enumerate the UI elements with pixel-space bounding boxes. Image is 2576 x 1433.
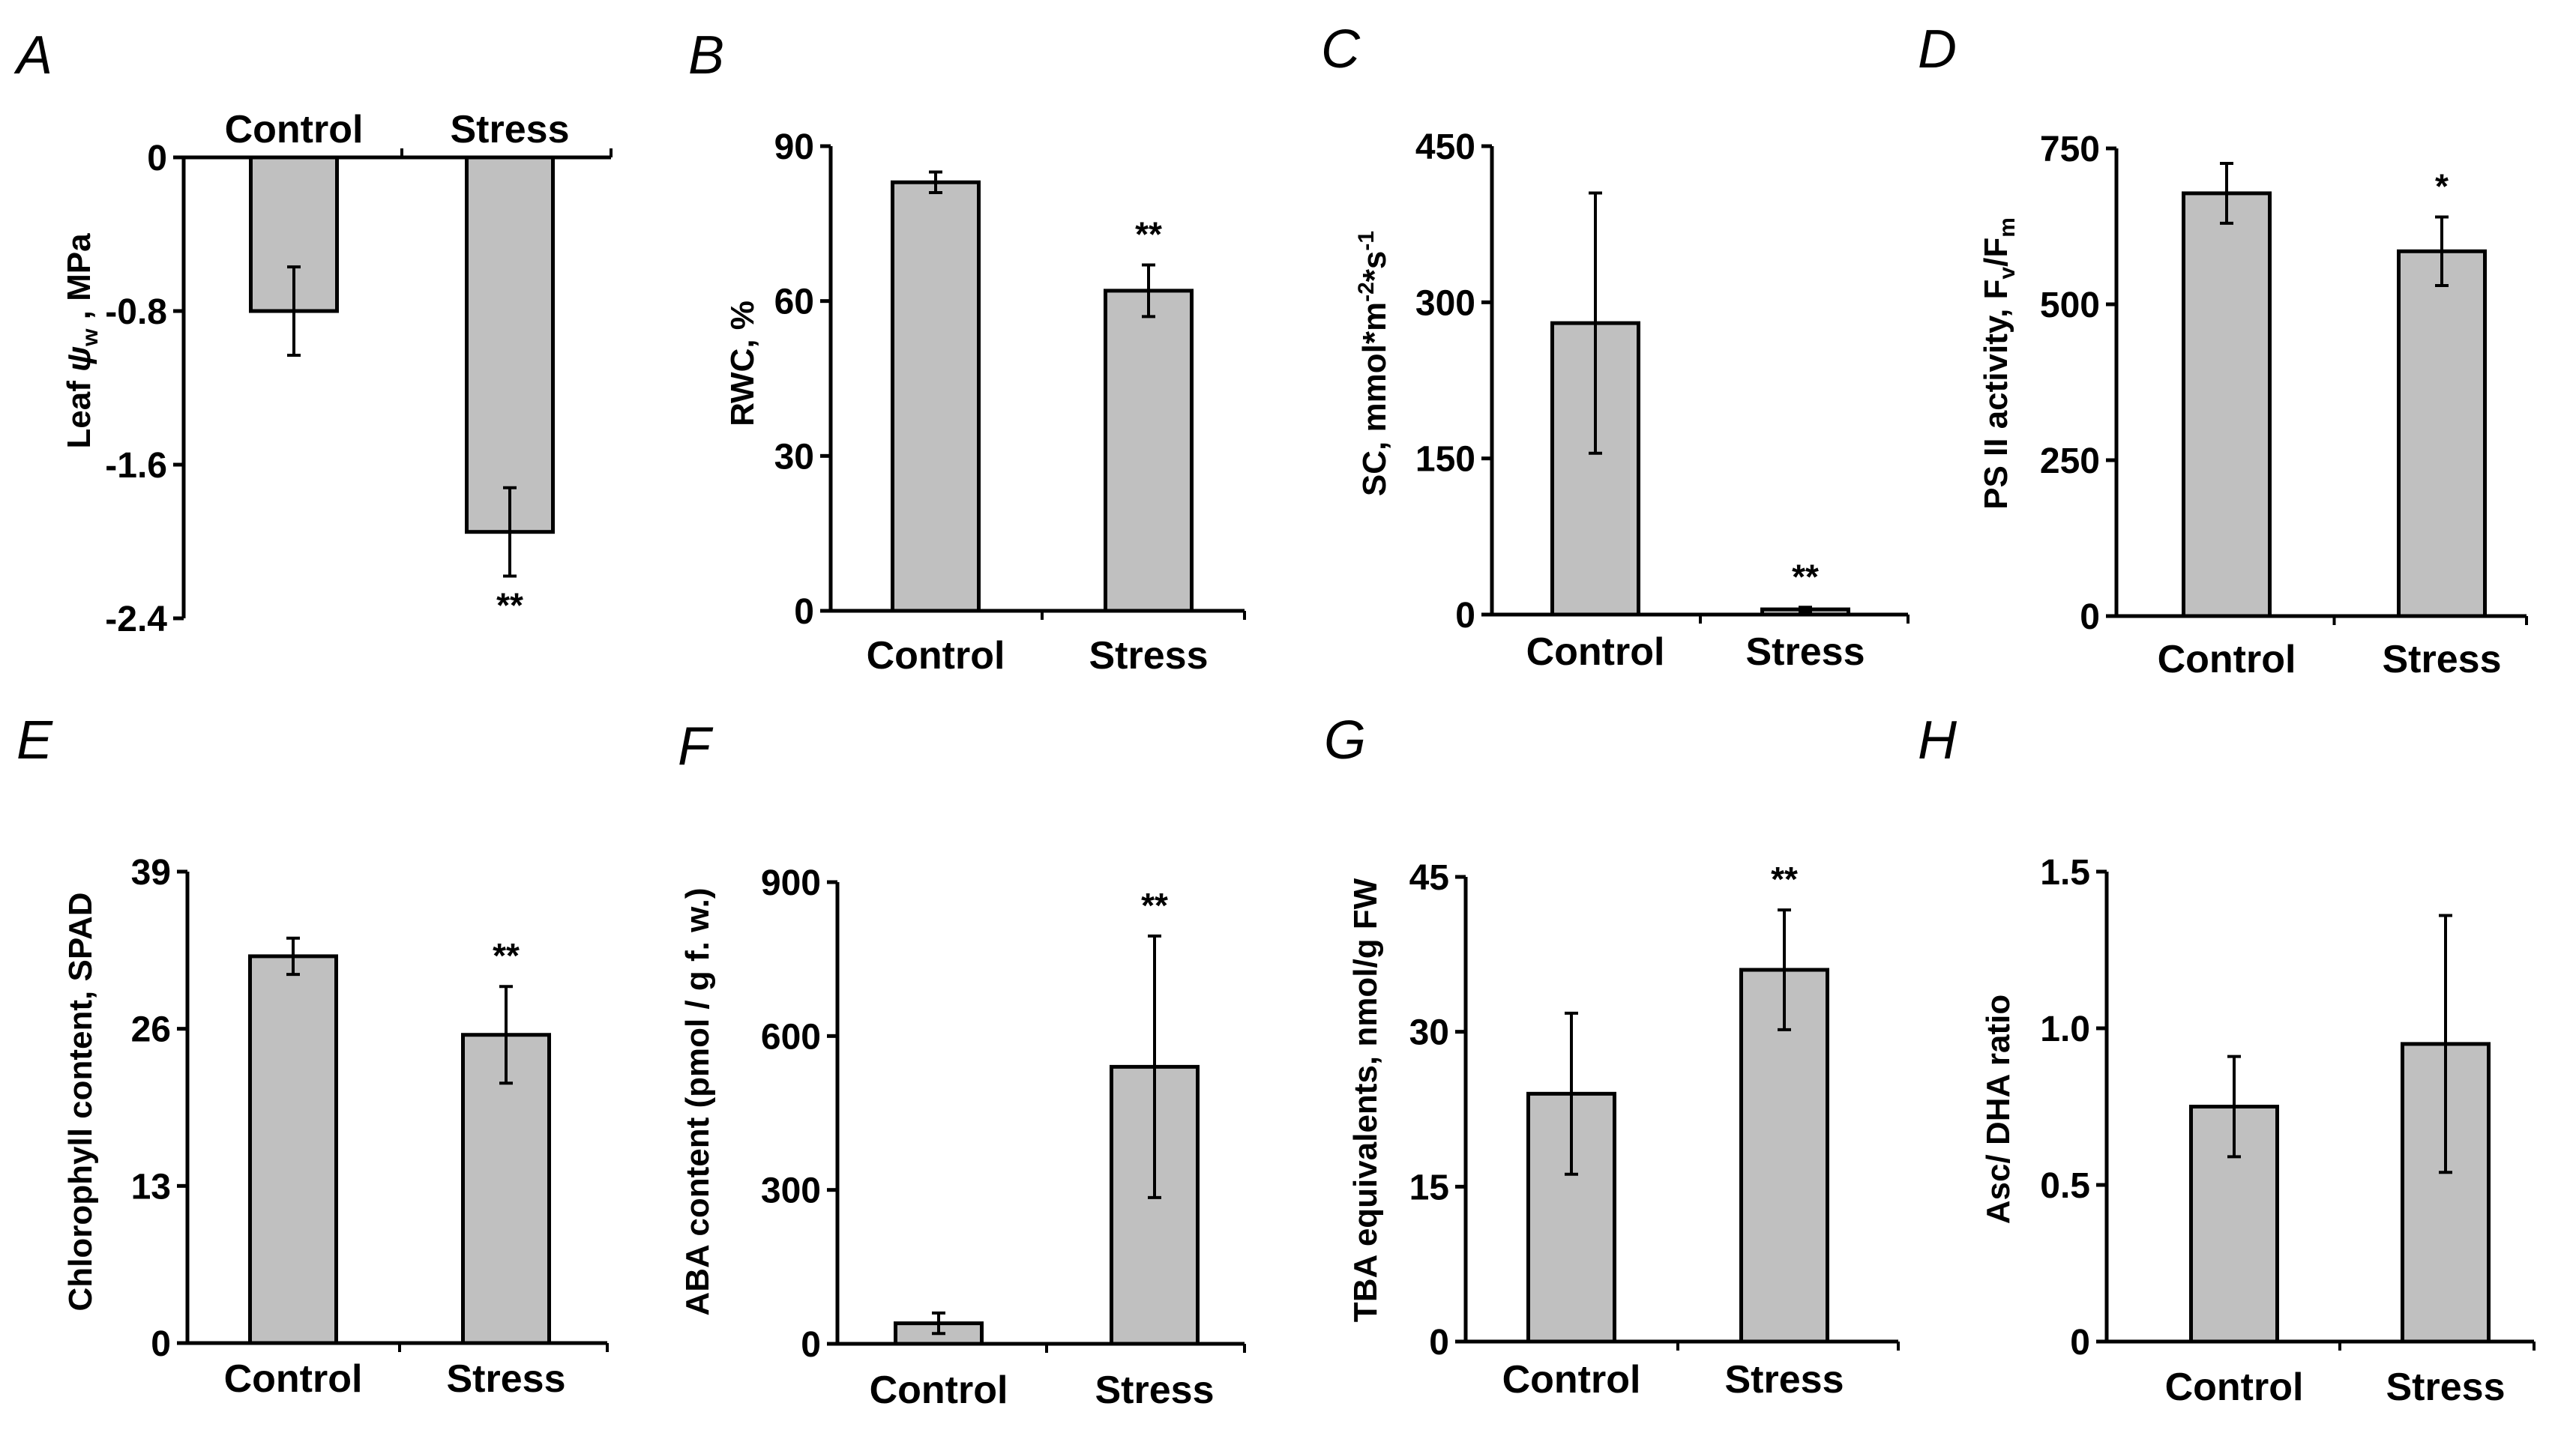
- panel-b-category-label-stress: Stress: [1089, 634, 1209, 678]
- panel-e-y-tick-label: 13: [131, 1167, 171, 1207]
- panel-g-y-label: TBA equivalents, nmol/g FW: [1347, 878, 1384, 1322]
- panel-e-bar-stress: [461, 1033, 551, 1345]
- panel-g-y-tick-label: 0: [1429, 1323, 1449, 1363]
- panel-letter-g: G: [1324, 711, 1366, 770]
- panel-c-category-label-stress: Stress: [1746, 630, 1865, 674]
- panel-letter-a: A: [13, 25, 52, 85]
- panel-a-category-label-control: Control: [225, 108, 364, 151]
- panel-h-y-label: Asc/ DHA ratio: [1980, 995, 2017, 1224]
- panel-d-bar-control: [2182, 191, 2272, 618]
- panel-g-y-tick-label: 30: [1409, 1013, 1449, 1053]
- panel-h-category-label-stress: Stress: [2386, 1366, 2506, 1409]
- panel-d-significance-marker: *: [2435, 167, 2449, 206]
- panel-f: F ABA content (pmol / g f. w.) 0 300 600 90…: [678, 716, 1246, 1412]
- panel-h-category-label-control: Control: [2165, 1366, 2304, 1409]
- panel-a: A Leaf ψw , MPa 0 -0.8 -1.6 -2.4 Control ** St…: [13, 25, 613, 639]
- panel-e-y-tick-label: 26: [131, 1010, 171, 1050]
- panel-d-y-tick-label: 500: [2040, 286, 2100, 325]
- panel-letter-c: C: [1321, 19, 1361, 79]
- panel-f-y-tick-label: 300: [761, 1171, 821, 1211]
- panel-c-y-label: SC, mmol*m-2*s-1: [1354, 231, 1393, 496]
- panel-h-y-tick-label: 0.5: [2040, 1166, 2090, 1206]
- panel-g-y-tick-label: 45: [1409, 858, 1449, 898]
- panel-a-y-tick-label: -0.8: [105, 292, 167, 332]
- panel-letter-b: B: [688, 25, 724, 85]
- panel-e-y-tick-label: 39: [131, 853, 171, 893]
- panel-b-y-tick-label: 30: [774, 437, 814, 477]
- panel-e-y-tick-label: 0: [151, 1324, 171, 1364]
- panel-letter-h: H: [1918, 711, 1957, 770]
- panel-b-bar-stress: [1104, 289, 1194, 613]
- panel-h-y-tick-label: 0: [2070, 1323, 2090, 1363]
- panel-b-category-label-control: Control: [867, 634, 1005, 678]
- panel-f-significance-marker: **: [1141, 886, 1168, 925]
- panel-d-y-tick-label: 0: [2080, 597, 2100, 637]
- panel-a-y-label: Leaf ψw , MPa: [61, 233, 103, 449]
- panel-a-significance-marker: **: [496, 586, 523, 625]
- panel-f-category-label-control: Control: [870, 1369, 1008, 1412]
- panel-h-y-tick-label: 1.0: [2040, 1010, 2090, 1049]
- panel-b-significance-marker: **: [1135, 214, 1162, 253]
- panel-c-y-tick-label: 450: [1415, 127, 1475, 167]
- panel-d-y-tick-label: 250: [2040, 441, 2100, 481]
- panel-c-y-tick-label: 300: [1415, 283, 1475, 323]
- panel-a-y-tick-label: -1.6: [105, 446, 167, 486]
- panel-e-category-label-control: Control: [224, 1357, 363, 1401]
- panel-b-y-label: RWC, %: [724, 301, 761, 426]
- panel-c-significance-marker: **: [1792, 557, 1819, 596]
- panel-f-y-tick-label: 600: [761, 1017, 821, 1057]
- panel-e-bar-control: [248, 954, 338, 1345]
- panel-f-y-label: ABA content (pmol / g f. w.): [679, 887, 716, 1315]
- panel-e-y-label: Chlorophyll content, SPAD: [62, 893, 99, 1312]
- panel-letter-e: E: [16, 711, 53, 770]
- panel-f-category-label-stress: Stress: [1095, 1369, 1215, 1412]
- panel-b-y-tick-label: 90: [774, 127, 814, 167]
- panel-letter-f: F: [678, 716, 714, 776]
- panel-f-y-tick-label: 0: [801, 1325, 821, 1365]
- panel-c-y-tick-label: 150: [1415, 440, 1475, 480]
- panel-f-y-tick-label: 900: [761, 863, 821, 903]
- panel-a-category-label-stress: Stress: [451, 108, 570, 151]
- panel-b-y-tick-label: 0: [794, 592, 814, 632]
- panel-g-category-label-control: Control: [1502, 1358, 1641, 1402]
- panel-a-y-tick-label: -2.4: [105, 600, 167, 639]
- panel-c-y-tick-label: 0: [1455, 596, 1475, 636]
- panel-a-bar-stress: [465, 155, 555, 534]
- panel-h-y-tick-label: 1.5: [2040, 853, 2090, 893]
- panel-h-bar-stress: [2401, 1042, 2491, 1344]
- panel-d: D PS II activity, Fv/Fm 0 250 500 750 Contro…: [1918, 19, 2528, 681]
- panel-d-y-tick-label: 750: [2040, 130, 2100, 169]
- panel-h: H Asc/ DHA ratio 0 0.5 1.0 1.5 Control Stress: [1918, 711, 2536, 1409]
- panel-c: C SC, mmol*m-2*s-1 0 150 300 450 Control ** St…: [1321, 19, 1910, 674]
- panel-b-y-tick-label: 60: [774, 283, 814, 322]
- panel-a-y-tick-label: 0: [147, 139, 167, 178]
- panel-g-category-label-stress: Stress: [1725, 1358, 1844, 1402]
- panel-d-category-label-stress: Stress: [2383, 638, 2502, 681]
- panel-letter-d: D: [1918, 19, 1957, 79]
- panel-b: B RWC, % 0 30 60 90 Control ** Stress: [688, 25, 1246, 678]
- panel-d-y-label: PS II activity, Fv/Fm: [1978, 217, 2020, 510]
- panel-b-bar-control: [891, 180, 981, 613]
- panel-c-category-label-control: Control: [1526, 630, 1665, 674]
- panel-e-significance-marker: **: [493, 936, 520, 975]
- panel-c-bar-control: [1550, 321, 1640, 617]
- panel-e: E Chlorophyll content, SPAD 0 13 26 39 Contr…: [16, 711, 609, 1401]
- panel-g-bar-stress: [1739, 968, 1829, 1344]
- panel-e-category-label-stress: Stress: [447, 1357, 566, 1401]
- panel-g-y-tick-label: 15: [1409, 1168, 1449, 1207]
- panel-d-bar-stress: [2397, 249, 2487, 618]
- panel-g-significance-marker: **: [1771, 860, 1798, 899]
- panel-g: G TBA equivalents, nmol/g FW 0 15 30 45 Cont…: [1324, 711, 1900, 1402]
- panel-d-category-label-control: Control: [2158, 638, 2296, 681]
